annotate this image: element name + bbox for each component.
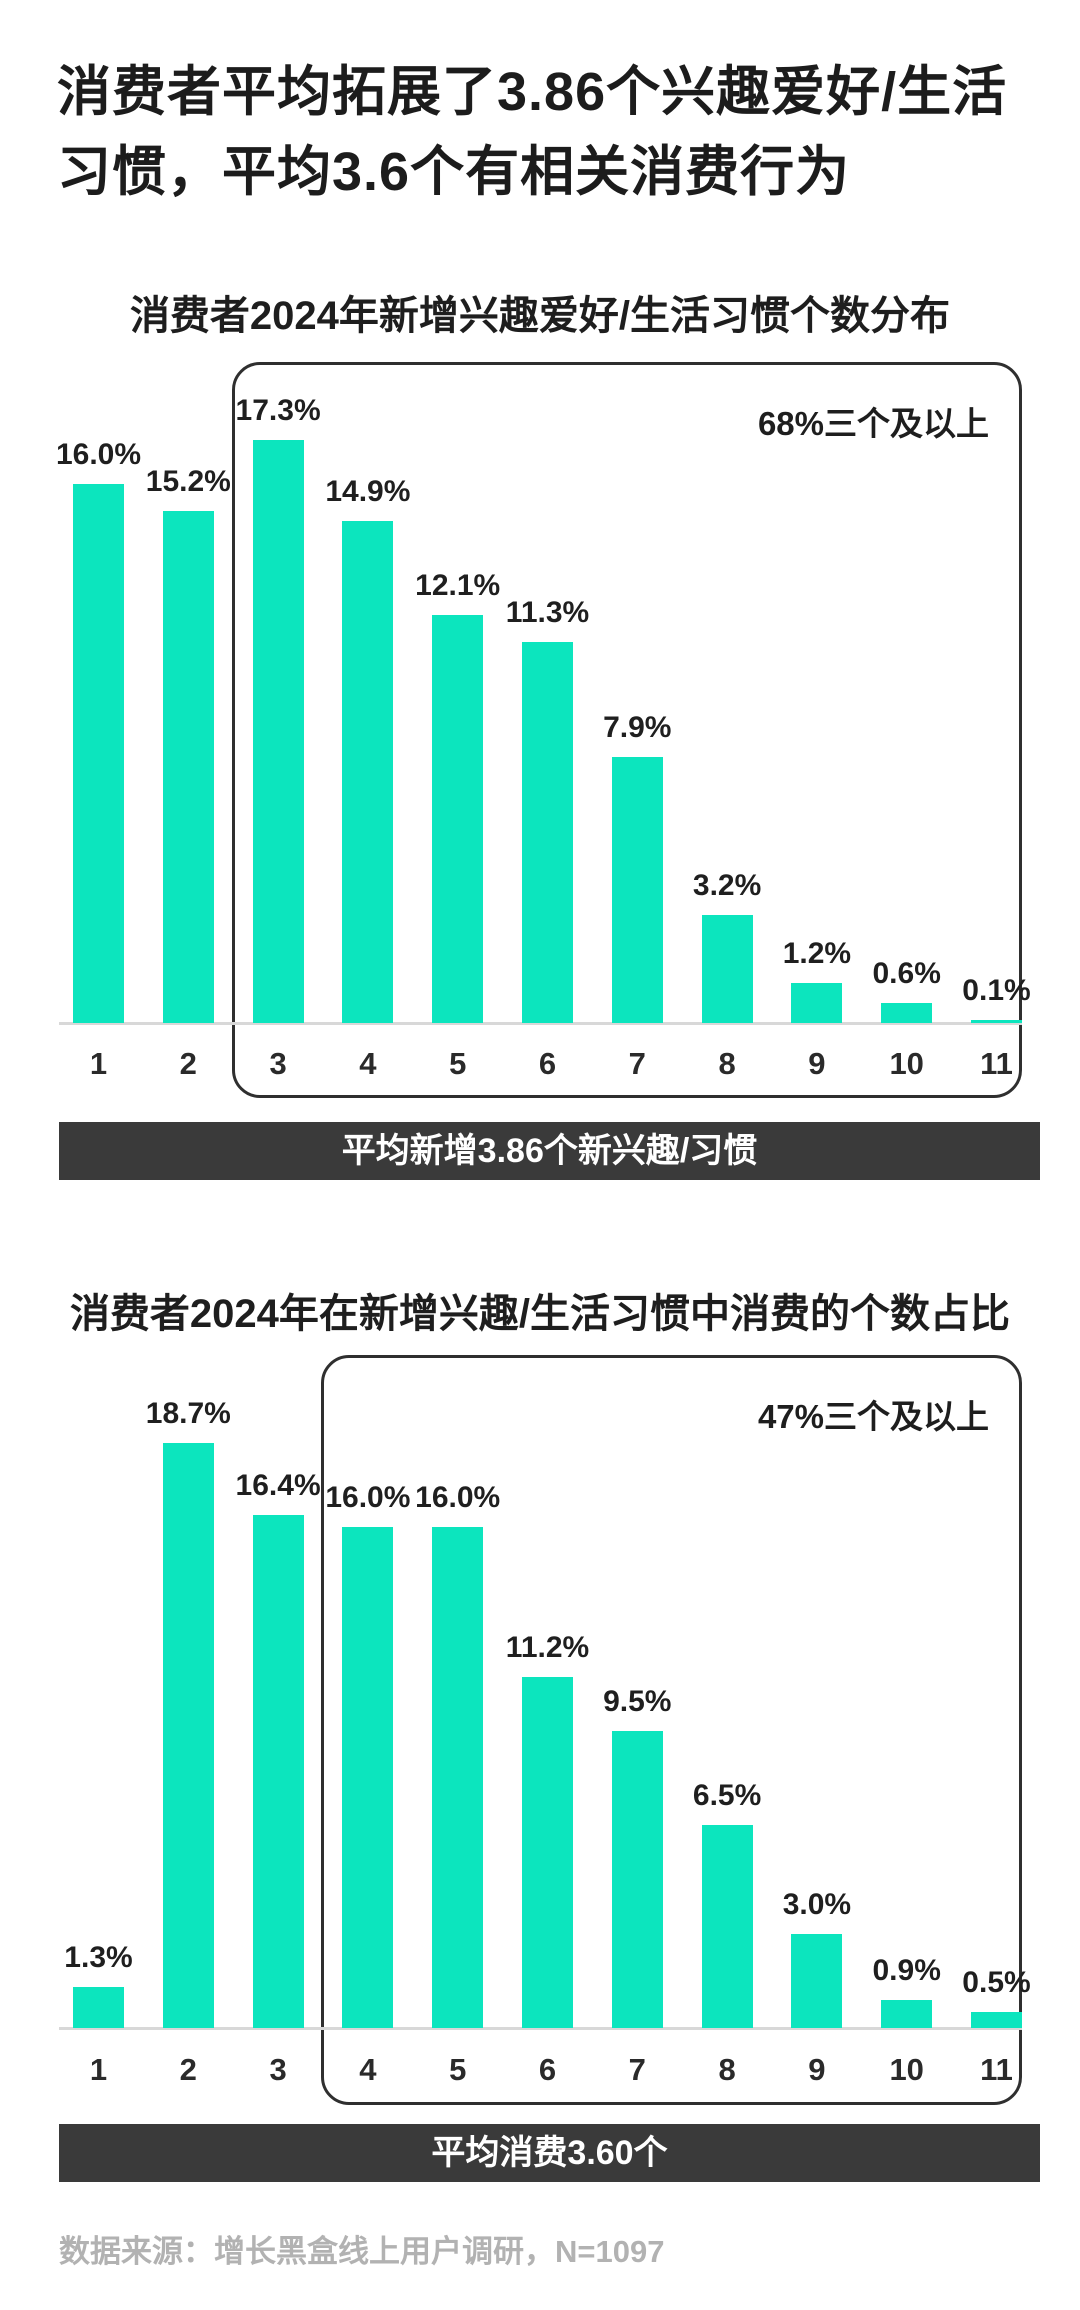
bar-value-label: 9.5% — [603, 1685, 672, 1718]
bar — [611, 757, 663, 1023]
x-tick-label: 9 — [808, 1046, 826, 1081]
x-tick-label: 3 — [269, 1046, 287, 1081]
chart1-average-band: 平均新增3.86个新兴趣/习惯 — [59, 1122, 1040, 1180]
bar — [432, 1527, 484, 2028]
bar-value-label: 16.0% — [55, 438, 142, 471]
bar-value-label: 1.3% — [64, 1941, 133, 1974]
x-tick-label: 1 — [89, 2052, 108, 2087]
data-source-note: 数据来源：增长黑盒线上用户调研，N=1097 — [59, 2234, 665, 2269]
bar-value-label: 6.5% — [692, 1779, 762, 1812]
chart1-annotation-box: 68%三个及以上 — [232, 362, 1022, 1098]
x-tick-label: 11 — [980, 2052, 1013, 2087]
x-tick-label: 4 — [359, 2052, 377, 2087]
bar — [971, 1020, 1022, 1023]
bar — [162, 511, 214, 1023]
bar-value-label: 12.1% — [415, 569, 501, 602]
chart1-annotation-label: 68%三个及以上 — [757, 405, 989, 442]
x-tick-label: 7 — [628, 2052, 646, 2087]
x-tick-label: 1 — [89, 1046, 108, 1081]
bar-value-label: 0.5% — [962, 1966, 1031, 1999]
chart2-title: 消费者2024年在新增兴趣/生活习惯中消费的个数占比 — [69, 1292, 1011, 1336]
bar — [881, 1003, 933, 1023]
bar — [162, 1443, 214, 2028]
chart2-average-band: 平均消费3.60个 — [59, 2124, 1040, 2182]
bar — [522, 1677, 573, 2028]
x-tick-label: 3 — [269, 2052, 287, 2087]
x-tick-label: 2 — [179, 2052, 197, 2087]
x-tick-label: 11 — [980, 1046, 1013, 1081]
x-tick-label: 7 — [628, 1046, 646, 1081]
x-tick-label: 2 — [179, 1046, 197, 1081]
x-tick-label: 10 — [889, 1046, 924, 1081]
x-tick-label: 10 — [889, 2052, 924, 2087]
bar — [342, 1527, 394, 2028]
page-title: 消费者平均拓展了3.86个兴趣爱好/生活习惯，平均3.6个有相关消费行为 — [57, 62, 1008, 202]
x-tick-label: 5 — [449, 1046, 467, 1081]
chart1-baseline — [59, 1022, 1022, 1025]
x-tick-label: 4 — [359, 1046, 377, 1081]
bar-value-label: 14.9% — [325, 475, 411, 508]
bar-value-label: 0.9% — [872, 1954, 941, 1987]
bar-value-label: 16.4% — [235, 1469, 321, 1502]
x-tick-label: 6 — [538, 2052, 557, 2087]
bar — [881, 2000, 933, 2028]
x-tick-label: 5 — [449, 2052, 467, 2087]
bar-value-label: 7.9% — [603, 711, 672, 744]
bar — [791, 1934, 843, 2028]
bar-value-label: 11.2% — [505, 1631, 590, 1664]
bar — [73, 484, 124, 1023]
bar-value-label: 0.1% — [962, 974, 1031, 1007]
x-tick-label: 9 — [808, 2052, 826, 2087]
bar — [701, 1825, 753, 2028]
bar — [252, 440, 304, 1023]
bar-value-label: 3.2% — [692, 869, 762, 902]
chart2-annotation-box: 47%三个及以上 — [321, 1355, 1022, 2105]
bar — [701, 915, 753, 1023]
bar — [522, 642, 573, 1023]
chart1-title: 消费者2024年新增兴趣爱好/生活习惯个数分布 — [129, 294, 951, 338]
bar — [73, 1987, 124, 2028]
chart2-annotation-label: 47%三个及以上 — [757, 1398, 989, 1435]
bar — [791, 983, 843, 1023]
bar-value-label: 16.0% — [325, 1481, 411, 1514]
bar-value-label: 11.3% — [505, 596, 590, 629]
bar-value-label: 16.0% — [415, 1481, 501, 1514]
x-tick-label: 8 — [718, 1046, 736, 1081]
bar — [611, 1731, 663, 2028]
bar — [252, 1515, 304, 2028]
bar-value-label: 17.3% — [235, 394, 321, 427]
bar — [971, 2012, 1022, 2028]
x-tick-label: 8 — [718, 2052, 736, 2087]
chart2-baseline — [59, 2027, 1022, 2030]
bar-value-label: 0.6% — [872, 957, 941, 990]
bar-value-label: 18.7% — [145, 1397, 231, 1430]
bar-value-label: 3.0% — [782, 1888, 852, 1921]
bar — [342, 521, 394, 1023]
bar-value-label: 15.2% — [145, 465, 231, 498]
bar-value-label: 1.2% — [782, 937, 852, 970]
x-tick-label: 6 — [538, 1046, 557, 1081]
bar — [432, 615, 484, 1023]
